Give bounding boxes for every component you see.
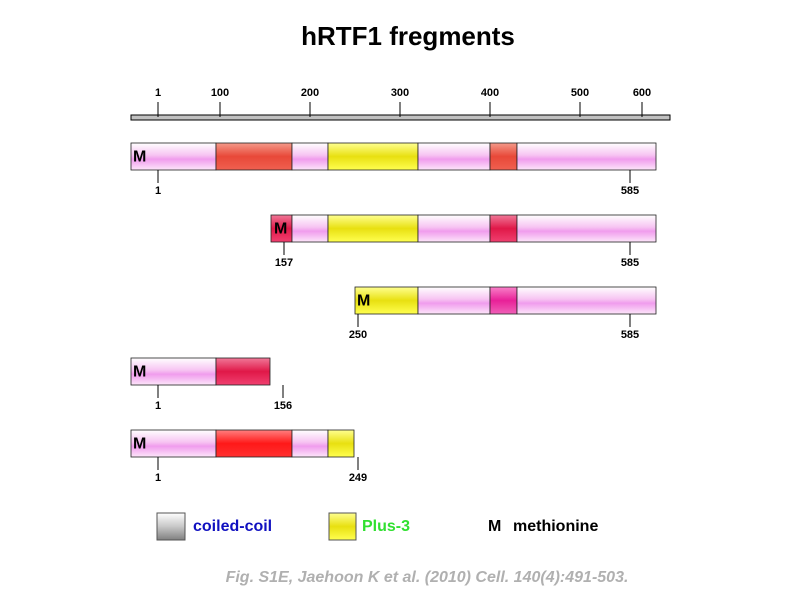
domain-segment — [291, 142, 329, 171]
fragments: 1 100 200 300 400 500 600 M 1 585 M 157 585 M 250 585 M 1… — [130, 87, 657, 484]
domain-segment — [417, 142, 491, 171]
legend-label: methionine — [513, 518, 598, 535]
domain-segment — [130, 357, 217, 386]
title: hRTF1 fregments — [301, 21, 515, 51]
domain-segment — [327, 429, 355, 458]
domain-segment — [417, 214, 491, 243]
domain-segment — [489, 214, 518, 243]
domain-segment — [130, 142, 217, 171]
domain-segment — [354, 286, 419, 315]
domain-segment — [516, 142, 657, 171]
domain-segment — [489, 286, 518, 315]
domain-segment — [516, 286, 657, 315]
scale-label: 300 — [391, 87, 409, 99]
domain-segment — [489, 142, 518, 171]
legend-label: Plus-3 — [362, 518, 410, 535]
domain-segment — [215, 142, 293, 171]
domain-segment — [516, 214, 657, 243]
scale-label: 100 — [211, 87, 229, 99]
position-label: 585 — [621, 257, 639, 269]
scale-label: 1 — [155, 87, 161, 99]
legend-symbol: M — [488, 518, 501, 535]
methionine-marker: M — [274, 221, 287, 238]
domain-segment — [130, 429, 217, 458]
domain-segment — [327, 142, 419, 171]
domain-segment — [215, 429, 293, 458]
position-label: 585 — [621, 329, 639, 341]
scale-label: 500 — [571, 87, 589, 99]
methionine-marker: M — [133, 149, 146, 166]
position-label: 157 — [275, 257, 293, 269]
domain-segment — [291, 214, 329, 243]
domain-segment — [417, 286, 491, 315]
legend-label: coiled-coil — [193, 518, 272, 535]
position-label: 1 — [155, 185, 161, 197]
position-label: 1 — [155, 472, 161, 484]
domain-segment — [327, 214, 419, 243]
domain-segment — [215, 357, 271, 386]
scale-label: 200 — [301, 87, 319, 99]
domain-segment — [291, 429, 329, 458]
position-label: 250 — [349, 329, 367, 341]
legend-swatch — [328, 512, 357, 541]
position-label: 156 — [274, 400, 292, 412]
scale-label: 400 — [481, 87, 499, 99]
position-label: 1 — [155, 400, 161, 412]
position-label: 585 — [621, 185, 639, 197]
methionine-marker: M — [133, 436, 146, 453]
scale-label: 600 — [633, 87, 651, 99]
position-label: 249 — [349, 472, 367, 484]
methionine-marker: M — [133, 364, 146, 381]
caption: Fig. S1E, Jaehoon K et al. (2010) Cell. … — [226, 569, 629, 586]
methionine-marker: M — [357, 293, 370, 310]
legend-swatch — [156, 512, 186, 541]
